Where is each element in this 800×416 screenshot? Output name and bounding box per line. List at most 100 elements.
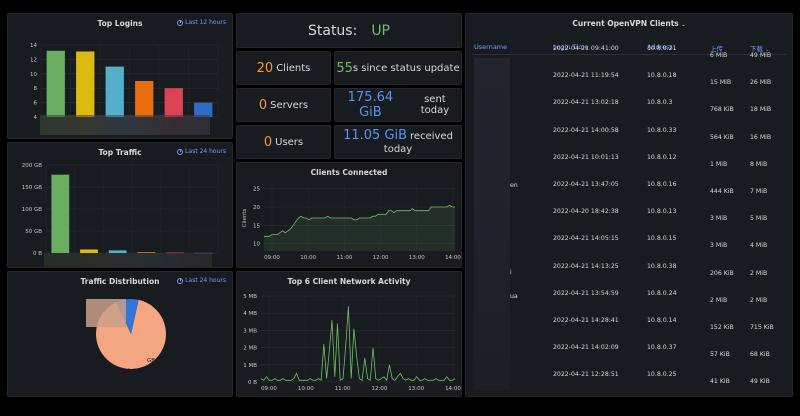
login-time-cell: 2022-04-21 14:00:58 xyxy=(553,126,619,134)
x-tick-label: 09:00 xyxy=(264,255,280,261)
traffic-distribution-panel: Traffic Distribution Last 24 hours GB 89… xyxy=(7,271,233,397)
x-tick-label: 12:00 xyxy=(371,386,387,392)
x-tick-label: 14:00 xyxy=(445,386,461,392)
sent-stat: 175.64 GiB sent today xyxy=(334,88,462,122)
upload-cell: 1 MiB xyxy=(710,160,728,168)
address-cell: 10.8.0.38 xyxy=(647,262,677,270)
download-cell: 49 MiB xyxy=(750,52,772,59)
download-cell: 18 MiB xyxy=(750,106,772,114)
sort-desc-icon: ⌄ xyxy=(765,47,770,53)
table-row[interactable]: 2022-04-21 13:02:18 10.8.0.3 768 KiB 18 MiB xyxy=(472,96,786,123)
y-tick-label: 15 xyxy=(253,223,260,229)
col-upload[interactable]: 上传 xyxy=(710,45,723,53)
download-cell: 7 MiB xyxy=(750,188,768,195)
top-traffic-panel: Top Traffic Last 24 hours 0 B 50 GB 100 GB… xyxy=(7,142,233,268)
y-tick-label: 5 MB xyxy=(243,294,257,300)
update-unit: s since status update xyxy=(352,62,460,74)
upload-cell: 15 MiB xyxy=(710,79,732,87)
download-cell: 68 KiB xyxy=(750,351,770,359)
table-row[interactable]: 2022-04-21 11:19:54 10.8.0.18 15 MiB 26 MiB xyxy=(472,69,786,96)
y-tick-label: 150 GB xyxy=(22,185,43,191)
header-divider xyxy=(472,54,786,55)
time-range[interactable]: Last 24 hours xyxy=(177,148,226,155)
login-time-cell: 2022-04-21 14:02:09 xyxy=(553,344,619,352)
col-address[interactable]: Address xyxy=(647,43,673,51)
status-panel: Status: UP xyxy=(236,13,462,48)
y-axis-label: Clients xyxy=(242,208,248,227)
address-cell: 10.8.0.24 xyxy=(647,289,677,297)
panel-title[interactable]: Current OpenVPN Clients ⌄ xyxy=(572,19,686,28)
table-header: Username Login Time Address 上传 下载 ⌄ xyxy=(472,41,786,54)
panel-title: Top 6 Client Network Activity xyxy=(287,277,411,286)
clients-connected-panel: Clients Connected 10 15 20 25 09:00 10:00 11:0… xyxy=(236,162,462,268)
upload-cell: 41 KiB xyxy=(710,378,730,386)
table-row[interactable]: 2022-04-21 14:00:58 10.8.0.33 564 KiB 16 Mi… xyxy=(472,124,786,151)
address-cell: 10.8.0.18 xyxy=(647,72,677,80)
y-tick-label: 14 xyxy=(30,43,37,49)
download-cell: 2 MiB xyxy=(750,296,768,304)
upload-cell: 6 MiB xyxy=(710,52,728,59)
clients-value: 20 xyxy=(256,60,274,76)
series-line xyxy=(260,306,456,382)
table-row[interactable]: 2022-04-21 12:28:51 10.8.0.25 41 KiB 49 KiB xyxy=(472,368,786,395)
pie-percent-label: 89.42% xyxy=(123,368,146,375)
redacted-legend xyxy=(86,299,126,327)
chevron-down-icon: ⌄ xyxy=(681,22,686,28)
username-fragment: i xyxy=(510,269,512,276)
username-fragment: en xyxy=(510,182,518,189)
upload-cell: 564 KiB xyxy=(710,133,734,141)
table-row[interactable]: 2022-04-21 13:54:59 10.8.0.24 2 MiB 2 MiB xyxy=(472,287,786,314)
table-row[interactable]: 2022-04-21 14:28:41 10.8.0.14 152 KiB 715 K… xyxy=(472,314,786,341)
clock-icon xyxy=(177,148,184,155)
download-cell: 49 KiB xyxy=(750,378,770,386)
login-time-cell: 2022-04-21 09:41:00 xyxy=(553,45,619,52)
status-value: UP xyxy=(371,22,391,39)
table-row[interactable]: 2022-04-21 14:02:09 10.8.0.37 57 KiB 68 KiB xyxy=(472,341,786,368)
login-time-cell: 2022-04-21 13:47:05 xyxy=(553,181,619,188)
servers-unit: Servers xyxy=(270,99,309,111)
upload-cell: 3 MiB xyxy=(710,242,728,250)
bar xyxy=(137,252,156,253)
table-row[interactable]: 2022-04-21 14:05:15 10.8.0.15 3 MiB 4 MiB xyxy=(472,232,786,259)
network-activity-chart: 0 B 1 MB 2 MB 3 MB 4 MB 5 MB 09:00 10:00 11:00 12… xyxy=(243,294,461,392)
upload-cell: 57 KiB xyxy=(710,351,730,359)
received-stat: 11.05 GiB received today xyxy=(334,125,462,159)
y-tick-label: 3 MB xyxy=(243,328,257,334)
address-cell: 10.8.0.33 xyxy=(647,126,677,134)
col-username[interactable]: Username xyxy=(474,43,508,51)
sent-unit: sent today xyxy=(420,94,450,116)
traffic-pie-chart xyxy=(96,299,167,369)
x-tick-label: 13:00 xyxy=(408,386,424,392)
bar xyxy=(108,250,127,253)
update-stat: 55 s since status update xyxy=(334,51,462,85)
y-tick-label: 10 xyxy=(30,72,37,78)
y-tick-label: 20 xyxy=(253,205,260,211)
status-label: Status: xyxy=(307,22,358,39)
table-row[interactable]: 2022-04-21 09:41:00 10.8.0.21 6 MiB 49 MiB xyxy=(472,42,786,69)
download-cell: 8 MiB xyxy=(750,160,768,168)
login-time-cell: 2022-04-21 10:01:13 xyxy=(553,153,619,161)
address-cell: 10.8.0.37 xyxy=(647,344,677,352)
time-range[interactable]: Last 24 hours xyxy=(177,277,226,284)
bar xyxy=(76,51,95,118)
table-row[interactable]: 2022-04-21 14:13:25 10.8.0.38 206 KiB 2 MiB xyxy=(472,260,786,287)
time-range[interactable]: Last 12 hours xyxy=(177,19,226,26)
table-row[interactable]: 2022-04-20 18:42:38 10.8.0.13 3 MiB 5 MiB xyxy=(472,205,786,232)
table-row[interactable]: 2022-04-21 10:01:13 10.8.0.12 1 MiB 8 MiB xyxy=(472,151,786,178)
x-tick-label: 13:00 xyxy=(409,255,425,261)
servers-value: 0 xyxy=(258,97,268,113)
y-tick-label: 1 MB xyxy=(243,363,257,369)
clients-unit: Clients xyxy=(276,62,311,74)
col-download[interactable]: 下载 ⌄ xyxy=(750,45,770,53)
address-cell: 10.8.0.12 xyxy=(647,153,677,161)
address-cell: 10.8.0.25 xyxy=(647,371,677,379)
address-cell: 10.8.0.21 xyxy=(647,45,677,52)
address-cell: 10.8.0.14 xyxy=(647,317,677,324)
x-tick-label: 09:00 xyxy=(261,386,277,392)
col-login-time[interactable]: Login Time xyxy=(553,43,589,51)
login-time-cell: 2022-04-21 12:28:51 xyxy=(553,371,619,379)
sent-value: 175.64 GiB xyxy=(347,90,394,120)
table-row[interactable]: 2022-04-21 13:47:05 10.8.0.16 444 KiB 7 MiB xyxy=(472,178,786,205)
y-tick-label: 50 GB xyxy=(25,229,42,235)
top-logins-panel: Top Logins Last 12 hours 4 6 8 10 12 14 xyxy=(7,13,233,139)
